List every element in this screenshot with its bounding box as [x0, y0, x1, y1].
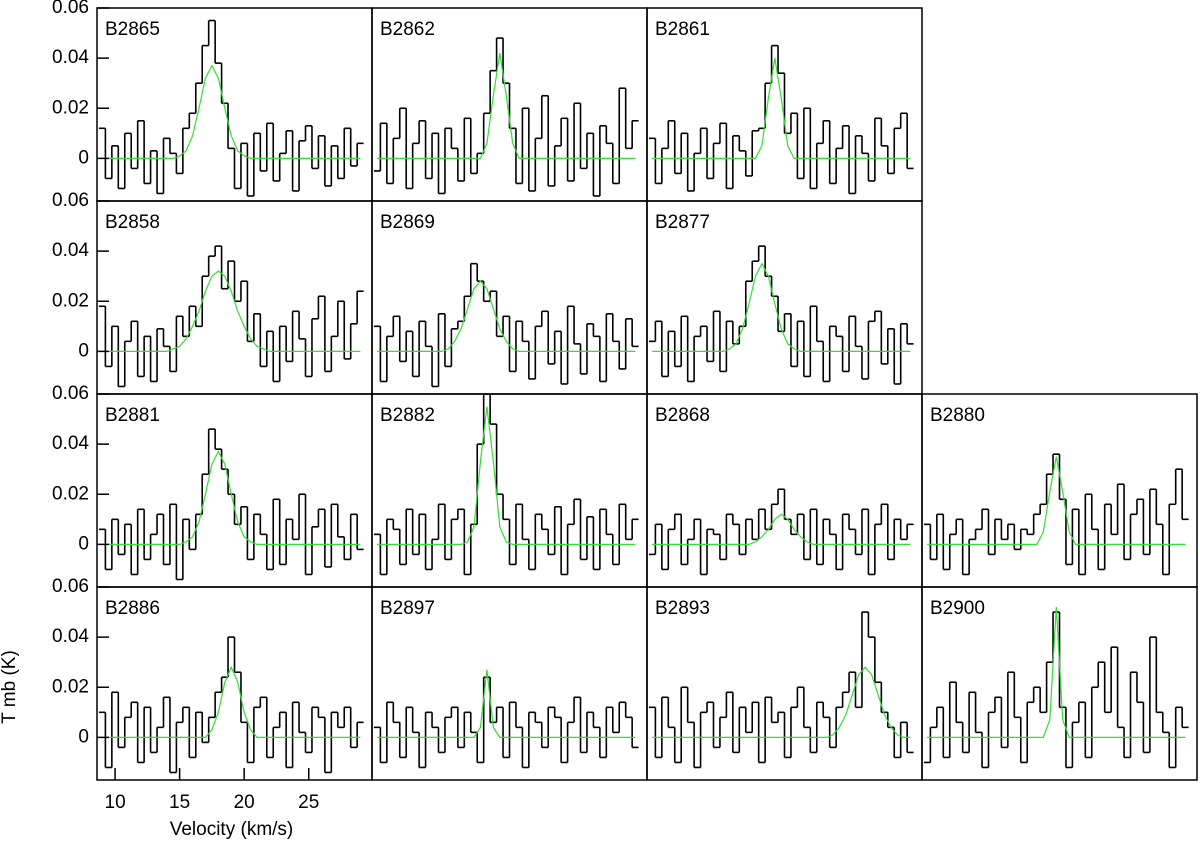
- fit-line: [377, 53, 636, 159]
- panel-title: B2877: [655, 212, 710, 233]
- panel: [923, 453, 1189, 576]
- fit-line: [652, 513, 911, 545]
- fit-line: [377, 669, 636, 738]
- panel: [648, 245, 914, 385]
- y-tick-label: 0: [78, 533, 89, 554]
- y-tick-label: 0: [78, 147, 89, 168]
- panel: [98, 245, 364, 388]
- panel-title: B2868: [655, 405, 710, 426]
- fit-line: [102, 64, 361, 159]
- fit-line: [377, 280, 636, 352]
- y-tick-label: 0.02: [52, 676, 89, 697]
- fit-line: [652, 58, 911, 159]
- panel: [98, 19, 364, 197]
- fit-line: [652, 262, 911, 352]
- panel: [98, 636, 364, 774]
- panel-title: B2858: [105, 212, 160, 233]
- panel: [648, 488, 914, 576]
- x-tick-label: 25: [298, 792, 319, 813]
- panel: [373, 37, 639, 197]
- y-tick-label: 0.06: [52, 0, 89, 18]
- panel: [923, 607, 1189, 769]
- fit-line: [927, 456, 1186, 545]
- panel-title: B2880: [930, 405, 985, 426]
- y-tick-label: 0.02: [52, 483, 89, 504]
- panel-title: B2861: [655, 19, 710, 40]
- fit-line: [927, 607, 1186, 738]
- fit-line: [102, 665, 361, 738]
- panel: [648, 44, 914, 195]
- y-tick-label: 0.06: [52, 576, 89, 597]
- panel-title: B2862: [380, 19, 435, 40]
- x-tick-label: 10: [105, 792, 126, 813]
- panel: [373, 262, 639, 388]
- fit-line: [377, 406, 636, 545]
- y-tick-label: 0.04: [52, 47, 89, 68]
- y-tick-label: 0.04: [52, 433, 89, 454]
- panel-title: B2897: [380, 598, 435, 619]
- fit-line: [652, 666, 911, 738]
- panel-title: B2869: [380, 212, 435, 233]
- y-tick-label: 0.04: [52, 240, 89, 261]
- x-tick-label: 20: [234, 792, 255, 813]
- y-tick-label: 0.06: [52, 383, 89, 404]
- y-tick-label: 0: [78, 340, 89, 361]
- y-tick-label: 0: [78, 726, 89, 747]
- fit-line: [102, 450, 361, 545]
- y-tick-label: 0.06: [52, 190, 89, 211]
- panel-title: B2886: [105, 598, 160, 619]
- panel-frame: [921, 586, 1198, 781]
- panel-title: B2900: [930, 598, 985, 619]
- panel-title: B2881: [105, 405, 160, 426]
- y-tick-label: 0.02: [52, 290, 89, 311]
- panel: [373, 669, 639, 769]
- panel-title: B2865: [105, 19, 160, 40]
- panel-title: B2882: [380, 405, 435, 426]
- panel: [373, 394, 639, 576]
- panel-title: B2893: [655, 598, 710, 619]
- y-tick-label: 0.02: [52, 97, 89, 118]
- y-tick-label: 0.04: [52, 626, 89, 647]
- x-tick-label: 15: [169, 792, 190, 813]
- panel: [648, 611, 914, 769]
- panel: [98, 428, 364, 581]
- x-axis-label: Velocity (km/s): [170, 819, 294, 840]
- fit-line: [102, 270, 361, 352]
- y-axis-label: T mb (K): [0, 650, 20, 724]
